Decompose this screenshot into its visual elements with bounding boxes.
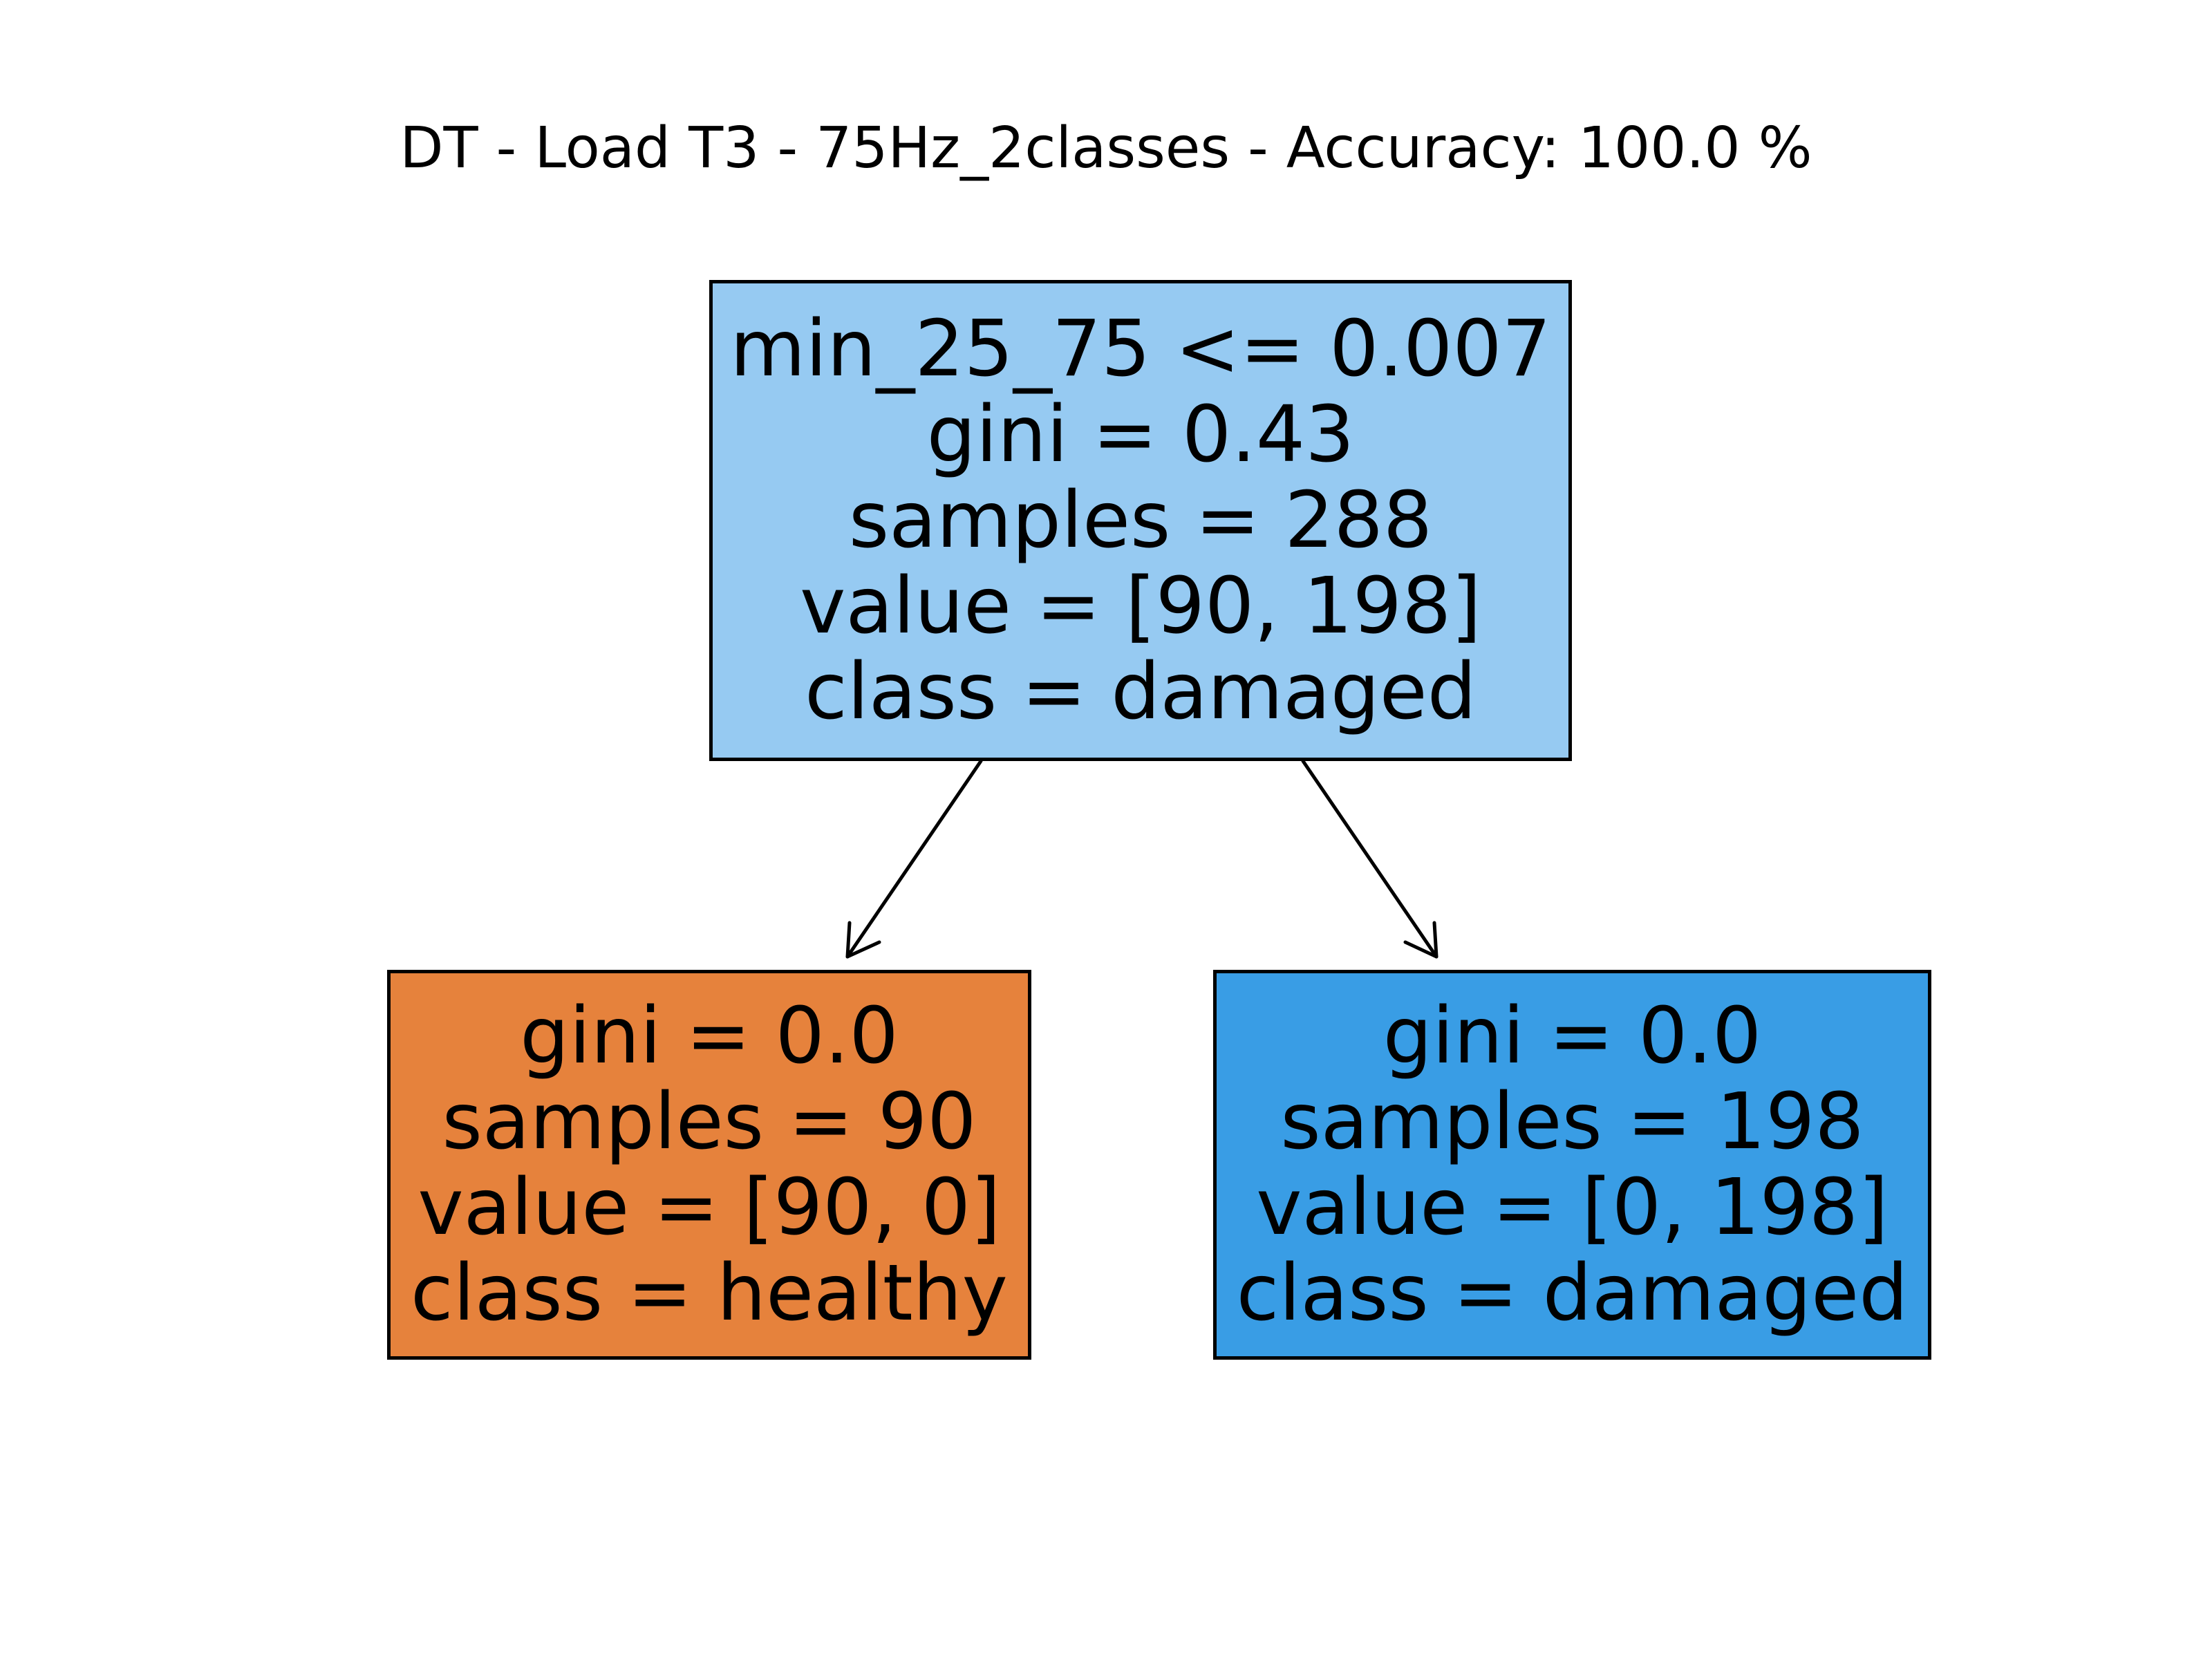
node-left-class: class = healthy: [411, 1248, 1008, 1338]
node-root-value: value = [90, 198]: [800, 561, 1481, 651]
node-right-gini: gini = 0.0: [1382, 991, 1762, 1081]
edge-root-right: [1301, 759, 1438, 959]
figure-title: DT - Load T3 - 75Hz_2classes - Accuracy:…: [400, 115, 1812, 181]
node-root-gini: gini = 0.43: [926, 390, 1355, 480]
edge-root-left: [845, 759, 983, 959]
node-right-class: class = damaged: [1236, 1248, 1909, 1338]
node-root-class: class = damaged: [805, 647, 1477, 737]
arrowhead-left: [845, 921, 881, 959]
node-left-gini: gini = 0.0: [520, 991, 899, 1081]
node-root-samples: samples = 288: [848, 476, 1433, 565]
tree-node-root: min_25_75 <= 0.007 gini = 0.43 samples =…: [709, 280, 1572, 761]
node-right-samples: samples = 198: [1280, 1077, 1864, 1167]
tree-node-right-leaf: gini = 0.0 samples = 198 value = [0, 198…: [1213, 970, 1931, 1360]
node-left-samples: samples = 90: [442, 1077, 977, 1167]
node-root-split: min_25_75 <= 0.007: [730, 304, 1551, 394]
node-right-value: value = [0, 198]: [1256, 1163, 1888, 1253]
tree-node-left-leaf: gini = 0.0 samples = 90 value = [90, 0] …: [387, 970, 1031, 1360]
arrowhead-right: [1403, 921, 1438, 959]
node-left-value: value = [90, 0]: [418, 1163, 1001, 1253]
